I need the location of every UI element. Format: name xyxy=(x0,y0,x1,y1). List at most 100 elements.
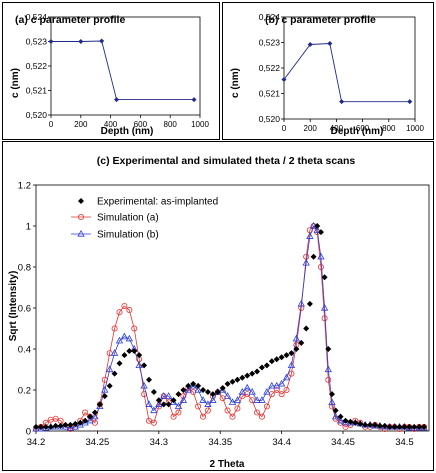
chart-a-x-tick-label: 800 xyxy=(164,120,178,129)
chart-c-y-tick-label: 0.8 xyxy=(18,263,31,274)
chart-c-series-1-data-point xyxy=(258,413,265,420)
chart-c-x-tick-label: 34.35 xyxy=(208,437,232,448)
chart-c-series-2-data-point xyxy=(199,396,207,403)
chart-c-series-0-data-point xyxy=(342,417,349,424)
chart-c-series-2-data-point xyxy=(277,379,286,387)
chart-c-series-1-data-point xyxy=(288,370,295,377)
chart-b-x-tick-label: 0 xyxy=(282,124,287,133)
chart-c-series-1-data-point xyxy=(273,386,280,393)
chart-c-series-1-data-point xyxy=(150,419,157,426)
chart-a-y-tick-label: 0,523 xyxy=(26,37,48,47)
chart-c-title: (c) Experimental and simulated theta / 2… xyxy=(97,155,356,167)
chart-c-series-2-data-point xyxy=(336,416,345,424)
chart-b-y-tick-label: 0,523 xyxy=(259,38,281,48)
chart-c-series-2-data-point xyxy=(140,381,148,389)
chart-c-series-2-data-point xyxy=(61,422,70,430)
chart-c-series-0-data-point xyxy=(52,422,59,429)
chart-c-series-1-data-point xyxy=(106,350,113,357)
chart-c-series-0-data-point xyxy=(62,421,69,428)
chart-c-legend-label-2: Simulation (b) xyxy=(97,230,159,241)
chart-c-series-0-data-point xyxy=(67,421,74,428)
chart-a-x-tick-label: 400 xyxy=(104,120,118,129)
chart-c-series-2-data-point xyxy=(243,383,251,391)
chart-c-series-2-data-point xyxy=(341,418,350,426)
chart-c-series-2-data-point xyxy=(81,418,89,426)
chart-c-series-0-data-point xyxy=(82,417,89,424)
chart-c-series-0-data-point xyxy=(268,358,275,365)
chart-c-series-0-data-point xyxy=(376,422,383,429)
chart-c-x-tick-label: 34.3 xyxy=(150,437,169,448)
chart-c-series-2-data-point xyxy=(233,396,242,403)
chart-c-series-0-data-point xyxy=(371,421,378,428)
chart-c-legend-label-1: Simulation (a) xyxy=(97,213,159,224)
chart-c-series-2-data-point xyxy=(184,385,192,393)
chart-c-series-0-data-point xyxy=(321,274,328,281)
chart-c-series-2-data-point xyxy=(150,406,158,414)
chart-c-series-0-data-point xyxy=(87,413,94,420)
chart-c-series-0-data-point xyxy=(96,401,103,408)
chart-c-series-0-data-point xyxy=(224,380,231,387)
chart-a-data-point xyxy=(191,97,197,103)
chart-c-series-0-data-point xyxy=(337,413,344,420)
chart-c-series-0-data-point xyxy=(352,419,359,426)
chart-c-series-0-data-point xyxy=(200,387,207,393)
chart-c-series-0-data-point xyxy=(150,389,157,396)
chart-panel-a: (a) c parameter profile Depth (nm) c (nm… xyxy=(2,2,220,140)
chart-a-data-point xyxy=(78,39,84,44)
chart-c-series-0-data-point xyxy=(160,401,167,408)
chart-c-series-2-data-point xyxy=(263,388,271,395)
chart-c-series-0-data-point xyxy=(204,389,211,396)
chart-c-series-2-data-point xyxy=(125,334,134,342)
chart-a-svg: (a) c parameter profile Depth (nm) c (nm… xyxy=(10,12,209,137)
chart-c-series-1-data-point xyxy=(342,423,349,430)
chart-a-plot-area xyxy=(50,16,201,116)
chart-c-series-2-data-point xyxy=(209,396,217,403)
chart-c-series-0-data-point xyxy=(214,389,221,396)
chart-c-series-0-data-point xyxy=(391,423,398,430)
chart-b-y-tick-label: 0,520 xyxy=(259,114,281,124)
chart-a-series-line xyxy=(51,40,194,101)
chart-b-xlabel: Depth (nm) xyxy=(331,126,384,137)
chart-c-series-0-data-point xyxy=(273,356,280,363)
chart-a-y-tick-label: 0,522 xyxy=(26,61,48,71)
chart-c-series-2-data-point xyxy=(331,412,340,420)
chart-c-legend-marker-1 xyxy=(78,214,85,221)
chart-c-series-0-data-point xyxy=(190,380,197,387)
chart-c-series-1-data-point xyxy=(126,307,133,314)
chart-c-series-0-data-point xyxy=(249,370,256,377)
chart-c-series-0-data-point xyxy=(195,382,202,389)
chart-c-series-1-data-point xyxy=(121,302,128,309)
chart-c-series-0-data-point xyxy=(180,387,187,393)
chart-c-series-0-data-point xyxy=(145,376,152,383)
chart-c-legend-marker-2 xyxy=(77,229,85,237)
chart-c-series-2-data-point xyxy=(297,299,305,307)
chart-c-series-1-data-point xyxy=(116,309,123,316)
chart-c-y-tick-label: 0 xyxy=(26,427,31,438)
chart-c-series-1-data-point xyxy=(325,376,332,383)
chart-a-data-point xyxy=(99,38,105,44)
chart-c-series-1-data-point xyxy=(200,413,207,420)
chart-c-series-0-data-point xyxy=(298,339,305,346)
chart-c-series-0-data-point xyxy=(101,393,108,400)
chart-b-x-tick-label: 400 xyxy=(330,124,344,133)
chart-c-series-0-data-point xyxy=(406,423,413,430)
chart-c-series-2-data-point xyxy=(273,381,281,389)
chart-c-series-0-data-point xyxy=(141,362,148,369)
chart-a-x-tick-label: 600 xyxy=(134,120,148,129)
chart-c-series-0-data-point xyxy=(367,421,374,428)
chart-c-series-2-data-point xyxy=(306,232,314,239)
chart-a-x-tick-label: 1000 xyxy=(191,120,209,129)
chart-b-y-tick-label: 0,521 xyxy=(259,89,281,99)
chart-b-plot-area xyxy=(283,16,416,120)
chart-c-y-tick-label: 0.2 xyxy=(18,386,31,397)
chart-c-series-2-data-point xyxy=(313,226,321,233)
chart-c-series-2-data-point xyxy=(101,385,109,393)
chart-a-y-tick-label: 0,524 xyxy=(26,12,48,22)
chart-c-series-1-data-point xyxy=(52,415,59,422)
chart-b-data-point xyxy=(407,99,413,105)
chart-c-series-2-data-point xyxy=(238,388,247,395)
chart-c-series-0-data-point xyxy=(314,223,321,229)
chart-c-series-2-data-point xyxy=(282,373,291,381)
chart-c-series-2-data-point xyxy=(194,385,202,393)
chart-c-y-tick-label: 0.4 xyxy=(18,345,31,356)
